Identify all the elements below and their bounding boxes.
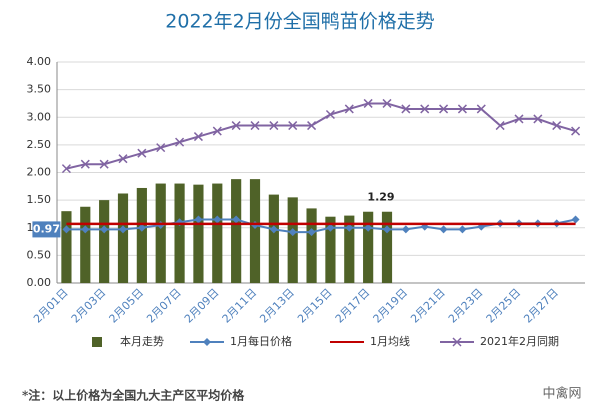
legend-label: 本月走势 xyxy=(120,334,164,348)
point xyxy=(100,225,109,234)
point xyxy=(203,338,211,346)
point xyxy=(118,154,128,164)
y-tick-label: 3.50 xyxy=(27,83,52,96)
y-tick-label: 0.50 xyxy=(27,248,52,261)
legend-label: 1月均线 xyxy=(370,334,410,348)
point xyxy=(137,148,147,158)
legend-label: 1月每日价格 xyxy=(230,334,292,348)
bar xyxy=(174,183,185,283)
point xyxy=(344,104,354,114)
bar xyxy=(363,211,374,283)
bar xyxy=(212,183,223,283)
point xyxy=(345,223,354,232)
point xyxy=(61,164,71,174)
point xyxy=(457,104,467,114)
bar xyxy=(80,206,91,283)
legend-item: 1月均线 xyxy=(330,334,410,348)
point xyxy=(326,223,335,232)
point xyxy=(452,337,462,347)
point xyxy=(213,215,222,224)
point xyxy=(194,215,203,224)
bar xyxy=(136,187,147,283)
bar xyxy=(344,215,355,283)
point xyxy=(307,121,317,131)
y-tick-label: 2.00 xyxy=(27,166,52,179)
point xyxy=(80,159,90,169)
point xyxy=(62,225,71,234)
markers xyxy=(61,98,581,174)
point xyxy=(193,132,203,142)
point xyxy=(571,126,581,136)
point xyxy=(269,121,279,131)
y-tick-label: 3.00 xyxy=(27,110,52,123)
point xyxy=(401,225,410,234)
footnote: *注：以上价格为全国九大主产区平均价格 xyxy=(22,388,245,403)
point xyxy=(420,104,430,114)
line xyxy=(66,102,576,170)
point xyxy=(307,228,316,237)
point xyxy=(231,121,241,131)
bar xyxy=(268,194,279,283)
point xyxy=(175,137,185,147)
point xyxy=(232,215,241,224)
data-label: 0.97 xyxy=(33,222,60,235)
point xyxy=(382,98,392,108)
bar xyxy=(287,197,298,283)
y-tick-label: 2.50 xyxy=(27,138,52,151)
bar xyxy=(231,179,242,283)
point xyxy=(99,159,109,169)
y-tick-label: 1.50 xyxy=(27,193,52,206)
point xyxy=(495,121,505,131)
point xyxy=(514,114,524,124)
bar xyxy=(193,184,204,283)
legend-item: 1月每日价格 xyxy=(190,334,292,348)
point xyxy=(533,114,543,124)
point xyxy=(269,225,278,234)
point xyxy=(401,104,411,114)
data-label: 1.29 xyxy=(367,191,394,204)
point xyxy=(212,126,222,136)
point xyxy=(156,143,166,153)
point xyxy=(137,223,146,232)
point xyxy=(439,225,448,234)
point xyxy=(288,228,297,237)
point xyxy=(476,104,486,114)
chart-title: 2022年2月份全国鸭苗价格走势 xyxy=(165,11,434,33)
bar xyxy=(325,216,336,283)
point xyxy=(552,121,562,131)
legend-swatch xyxy=(92,337,102,347)
bar xyxy=(381,211,393,283)
point xyxy=(119,225,127,234)
point xyxy=(439,104,449,114)
legend-item: 本月走势 xyxy=(92,334,164,348)
bar xyxy=(117,193,129,283)
point xyxy=(363,98,373,108)
bar xyxy=(99,200,110,283)
legend-label: 2021年2月同期 xyxy=(480,334,559,348)
y-tick-label: 4.00 xyxy=(27,55,52,68)
legend-item: 2021年2月同期 xyxy=(440,334,559,348)
bar xyxy=(155,183,166,283)
bar xyxy=(306,208,317,283)
watermark: 中禽网 xyxy=(542,386,581,402)
bar xyxy=(249,179,261,283)
bar xyxy=(61,211,72,283)
point xyxy=(458,225,467,234)
point xyxy=(325,109,335,120)
point xyxy=(383,225,391,234)
data-label-box xyxy=(32,221,61,238)
point xyxy=(571,215,580,224)
point xyxy=(81,225,90,234)
y-tick-label: 0.00 xyxy=(27,276,52,289)
point xyxy=(250,121,260,131)
point xyxy=(364,223,373,232)
point xyxy=(288,121,298,131)
